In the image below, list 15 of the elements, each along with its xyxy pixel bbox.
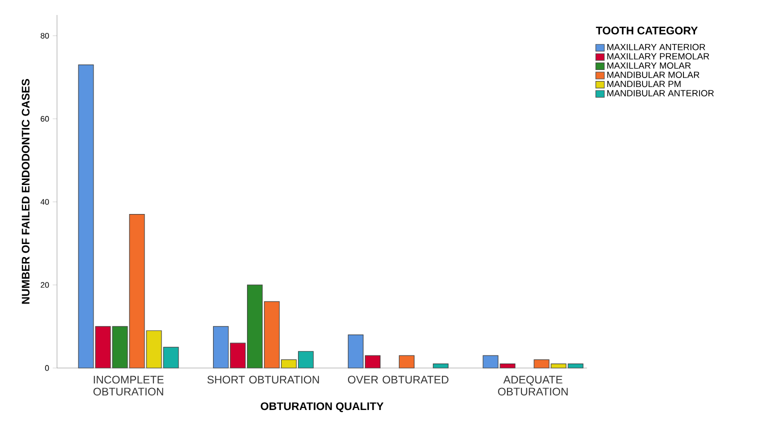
x-tick-label: INCOMPLETE OBTURATION <box>93 376 164 396</box>
x-tick-label: ADEQUATE OBTURATION <box>498 376 568 396</box>
bar <box>432 364 448 368</box>
x-axis-title: OBTURATION QUALITY <box>260 402 384 412</box>
x-tick-label: OVER OBTURATED <box>348 376 448 384</box>
legend-label: MANDIBULAR PM <box>607 80 681 88</box>
legend-label: MAXILLARY ANTERIOR <box>607 44 706 50</box>
legend-label: MAXILLARY MOLAR <box>607 62 691 69</box>
legend-label: MAXILLARY PREMOLAR <box>607 53 710 60</box>
legend-title: TOOTH CATEGORY <box>596 26 698 34</box>
legend-label: MANDIBULAR ANTERIOR <box>607 90 714 96</box>
legend-label: MANDIBULAR MOLAR <box>607 72 700 78</box>
bar <box>398 355 414 368</box>
x-tick-label: SHORT OBTURATION <box>207 376 319 384</box>
y-axis-title: NUMBER OF FAILED ENDODONTIC CASES <box>22 79 30 304</box>
